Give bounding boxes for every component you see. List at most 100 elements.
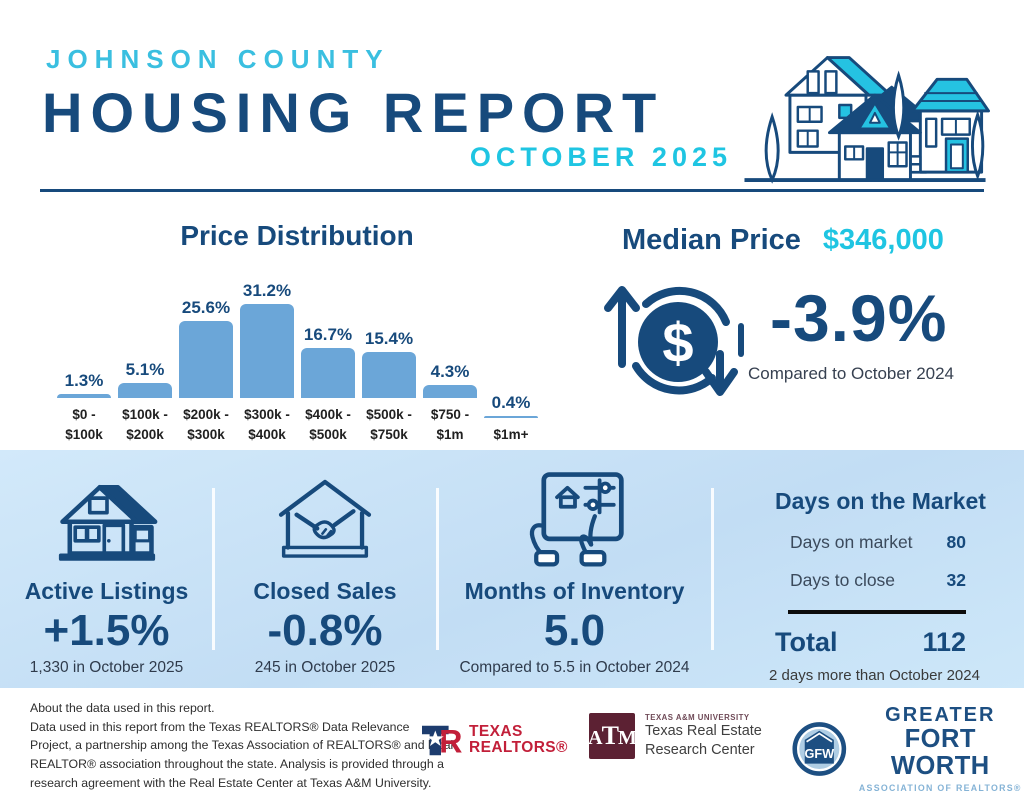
logo-text-line: REALTORS® xyxy=(469,739,568,756)
months-inventory-panel: Months of Inventory 5.0 Compared to 5.5 … xyxy=(437,450,712,688)
bar-category-label: $300k - $400k xyxy=(244,407,290,442)
bar xyxy=(362,351,416,398)
bar xyxy=(423,385,477,398)
logo-text-line: ASSOCIATION OF REALTORS® xyxy=(858,782,1022,791)
median-price-row: Median Price $346,000 xyxy=(622,224,944,257)
svg-text:$: $ xyxy=(662,311,693,374)
row-label: Days to close xyxy=(790,570,896,590)
row-value: 80 xyxy=(946,532,966,552)
stat-detail: 245 in October 2025 xyxy=(254,658,396,676)
tablet-inventory-icon xyxy=(529,471,624,567)
days-on-market-panel: Days on the Market Days on market 80 Day… xyxy=(712,450,1024,684)
days-on-market-row: Days to close 32 xyxy=(790,570,966,591)
panel-divider xyxy=(212,488,215,650)
median-change-value: -3.9% xyxy=(770,281,948,355)
dollar-swap-icon: $ xyxy=(604,286,744,396)
bar-value-label: 4.3% xyxy=(430,362,470,382)
bar-category-label: $0 - $100k xyxy=(65,407,103,442)
bar-category-label: $500k - $750k xyxy=(366,407,412,442)
houses-illustration xyxy=(744,56,990,184)
bar-category-label: $400k - $500k xyxy=(305,407,351,442)
row-value: 32 xyxy=(946,570,966,590)
median-price-label: Median Price xyxy=(622,224,801,256)
bar-value-label: 25.6% xyxy=(181,298,231,318)
price-distribution-chart: 1.3% $0 - $100k 5.1% $100k - $200k 25.6% $200… xyxy=(57,268,544,444)
bar-value-label: 1.3% xyxy=(64,371,104,391)
bar xyxy=(57,394,111,398)
days-total-row: Total 112 xyxy=(775,627,966,658)
stat-detail: Compared to 5.5 in October 2024 xyxy=(459,658,690,676)
about-line: REALTOR® association throughout the stat… xyxy=(30,757,444,772)
tamu-research-center-logo: ATM TEXAS A&M UNIVERSITY Texas Real Esta… xyxy=(588,713,762,759)
bar-value-label: 5.1% xyxy=(125,359,165,379)
bar-category-label: $1m+ xyxy=(493,426,529,442)
closed-sales-panel: Closed Sales -0.8% 245 in October 2025 xyxy=(213,450,437,688)
bar-group: 16.7% $400k - $500k xyxy=(301,268,355,444)
texas-realtors-mark-icon: R xyxy=(422,723,462,759)
report-title: HOUSING REPORT xyxy=(42,81,665,144)
bar-value-label: 16.7% xyxy=(303,324,353,344)
bar xyxy=(484,415,538,418)
days-on-market-row: Days on market 80 xyxy=(790,532,966,553)
panel-divider xyxy=(711,488,714,650)
gfw-mark-icon: GFW xyxy=(792,721,847,776)
stat-title: Closed Sales xyxy=(253,578,397,604)
bar-category-label: $200k - $300k xyxy=(183,407,229,442)
about-text: About the data used in this report. Data… xyxy=(30,699,453,791)
logo-text-line: TEXAS A&M UNIVERSITY xyxy=(645,713,750,723)
median-compare-note: Compared to October 2024 xyxy=(748,364,955,383)
days-on-market-title: Days on the Market xyxy=(775,488,986,514)
about-line: Project, a partnership among the Texas A… xyxy=(30,738,454,753)
bar-group: 31.2% $300k - $400k xyxy=(240,268,294,444)
bar-group: 25.6% $200k - $300k xyxy=(179,268,233,444)
logo-text-line: TEXAS xyxy=(469,722,523,740)
bar-value-label: 0.4% xyxy=(491,392,531,412)
bar-group: 15.4% $500k - $750k xyxy=(362,268,416,444)
stat-value: 5.0 xyxy=(543,606,606,655)
bar-category-label: $100k - $200k xyxy=(122,407,168,442)
handshake-house-icon xyxy=(278,479,372,558)
stat-value: -0.8% xyxy=(267,606,383,655)
logo-text-line: Texas Real Estate xyxy=(645,723,762,740)
bar-value-label: 31.2% xyxy=(242,281,292,301)
days-note: 2 days more than October 2024 xyxy=(769,667,980,684)
bar xyxy=(240,304,294,398)
bar xyxy=(118,382,172,398)
median-price-value: $346,000 xyxy=(822,224,944,256)
bar-group: 0.4% $1m+ xyxy=(484,288,538,445)
texas-realtors-logo: R TEXAS REALTORS® xyxy=(420,721,568,759)
gfw-association-logo: GFW GREATER FORT WORTH ASSOCIATION OF RE… xyxy=(792,705,1024,791)
panel-divider xyxy=(436,488,439,650)
stat-detail: 1,330 in October 2025 xyxy=(29,658,184,676)
chart-title: Price Distribution xyxy=(180,220,414,251)
bar-category-label: $750 - $1m xyxy=(430,407,470,442)
bar-value-label: 15.4% xyxy=(364,328,414,348)
about-line: Data used in this report from the Texas … xyxy=(30,719,410,734)
active-listings-panel: Active Listings +1.5% 1,330 in October 2… xyxy=(0,450,213,688)
logo-text-line: FORT WORTH xyxy=(890,725,990,780)
county-title: JOHNSON COUNTY xyxy=(46,44,390,74)
house-icon xyxy=(58,484,157,561)
stat-title: Months of Inventory xyxy=(464,578,685,604)
total-label: Total xyxy=(775,627,838,657)
stat-title: Active Listings xyxy=(24,578,189,604)
report-month: OCTOBER 2025 xyxy=(469,142,732,172)
bar-group: 1.3% $0 - $100k xyxy=(57,268,111,444)
stats-band: Active Listings +1.5% 1,330 in October 2… xyxy=(0,450,1024,688)
bar-group: 4.3% $750 - $1m xyxy=(423,268,477,444)
bar-group: 5.1% $100k - $200k xyxy=(118,268,172,444)
about-line: About the data used in this report. xyxy=(30,701,215,715)
svg-text:R: R xyxy=(439,723,462,759)
row-label: Days on market xyxy=(790,532,913,552)
bar xyxy=(179,321,233,398)
bar xyxy=(301,347,355,398)
header-divider xyxy=(40,189,984,192)
about-line: research agreement with the Real Estate … xyxy=(30,775,432,790)
total-value: 112 xyxy=(922,627,966,657)
svg-text:GFW: GFW xyxy=(804,746,834,761)
logo-text-line: GREATER xyxy=(885,704,996,726)
total-divider xyxy=(788,610,966,614)
logo-text-line: Research Center xyxy=(645,741,755,758)
stat-value: +1.5% xyxy=(43,606,170,655)
